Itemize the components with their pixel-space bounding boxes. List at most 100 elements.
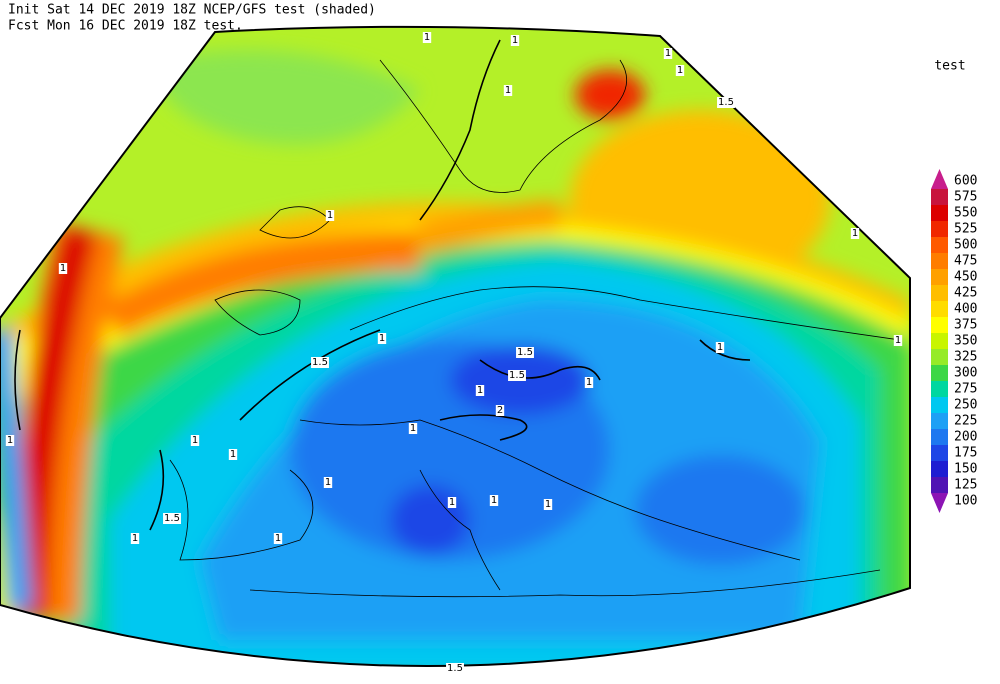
- legend-label: 550: [954, 206, 977, 221]
- contour-label-box: [893, 335, 903, 346]
- legend-label: 275: [954, 382, 977, 397]
- contour-label-box: [503, 85, 513, 96]
- contour-label-box: [510, 35, 520, 46]
- legend-swatch: [931, 445, 948, 461]
- legend-swatch: [931, 221, 948, 237]
- contour-label-box: [715, 342, 725, 353]
- contour-label: 1: [230, 449, 236, 460]
- legend-label: 500: [954, 238, 977, 253]
- legend-label: 450: [954, 270, 977, 285]
- legend-swatch: [931, 317, 948, 333]
- contour-label-box: [5, 435, 15, 446]
- contour-label-box: [850, 228, 860, 239]
- contour-label-box: [408, 423, 418, 434]
- legend-label: 250: [954, 398, 977, 413]
- contour-label-box: [228, 449, 238, 460]
- contour-label: 1: [545, 499, 551, 510]
- contour-label-box: [422, 32, 432, 43]
- contour-label-box: [58, 263, 68, 274]
- legend-label: 575: [954, 190, 977, 205]
- legend-swatch: [931, 429, 948, 445]
- contour-label: 1: [677, 65, 683, 76]
- contour-label: 1: [477, 385, 483, 396]
- contour-label: 1: [505, 85, 511, 96]
- contour-label-box: [663, 48, 673, 59]
- legend-swatch: [931, 365, 948, 381]
- legend-swatch: [931, 477, 948, 493]
- legend-label: 125: [954, 478, 977, 493]
- legend-label: 150: [954, 462, 977, 477]
- contour-label-box: [516, 347, 534, 358]
- contour-label-box: [377, 333, 387, 344]
- contour-label: 1: [325, 477, 331, 488]
- contour-labels: 1 1 1 1 1 1.5 1 1 1 1 1 1.5 1 1.5 1.5 1 …: [5, 32, 903, 674]
- contour-label: 1.5: [517, 347, 533, 358]
- legend-label: 325: [954, 350, 977, 365]
- legend: 6005755505255004754504254003753503253002…: [931, 169, 977, 513]
- contour-label: 1.5: [718, 97, 734, 108]
- contour-label-box: [584, 377, 594, 388]
- contour-label-box: [489, 495, 499, 506]
- shaded-field: [0, 26, 910, 667]
- contour-label: 1: [60, 263, 66, 274]
- contour-label-box: [495, 405, 505, 416]
- legend-swatch: [931, 397, 948, 413]
- contour-label-box: [190, 435, 200, 446]
- contour-label: 1: [7, 435, 13, 446]
- legend-label: 225: [954, 414, 977, 429]
- legend-label: 425: [954, 286, 977, 301]
- contour-label: 1: [512, 35, 518, 46]
- contour-label-box: [508, 370, 526, 381]
- contour-label: 1.5: [312, 357, 328, 368]
- contour-label: 1.5: [509, 370, 525, 381]
- contour-label: 1: [132, 533, 138, 544]
- legend-swatch: [931, 301, 948, 317]
- legend-title: test: [934, 59, 965, 74]
- legend-swatch: [931, 237, 948, 253]
- legend-swatch: [931, 285, 948, 301]
- legend-label: 300: [954, 366, 977, 381]
- legend-label: 525: [954, 222, 977, 237]
- contour-label-box: [325, 210, 335, 221]
- contour-label-box: [675, 65, 685, 76]
- contour-label: 1: [449, 497, 455, 508]
- legend-swatch: [931, 253, 948, 269]
- legend-label: 375: [954, 318, 977, 333]
- contour-label: 1: [192, 435, 198, 446]
- legend-swatch: [931, 349, 948, 365]
- contour-label-box: [130, 533, 140, 544]
- legend-label: 350: [954, 334, 977, 349]
- header-fcst: Fcst Mon 16 DEC 2019 18Z test.: [8, 19, 243, 34]
- contour-label-box: [273, 533, 283, 544]
- contour-label: 1: [586, 377, 592, 388]
- contour-label: 1: [665, 48, 671, 59]
- legend-swatch: [931, 189, 948, 205]
- contour-label: 2: [497, 405, 503, 416]
- contour-label: 1: [424, 32, 430, 43]
- legend-label: 100: [954, 494, 977, 509]
- contour-label: 1: [895, 335, 901, 346]
- contour-label: 1: [410, 423, 416, 434]
- legend-arrow: [931, 493, 948, 513]
- contour-label: 1: [275, 533, 281, 544]
- contour-label: 1: [852, 228, 858, 239]
- legend-swatch: [931, 461, 948, 477]
- legend-swatch: [931, 269, 948, 285]
- contour-label-box: [475, 385, 485, 396]
- legend-label: 175: [954, 446, 977, 461]
- contour-label: 1.5: [447, 663, 463, 674]
- header-init: Init Sat 14 DEC 2019 18Z NCEP/GFS test (…: [8, 3, 376, 18]
- map-border: [0, 25, 911, 667]
- contour-label: 1: [327, 210, 333, 221]
- legend-label: 400: [954, 302, 977, 317]
- legend-label: 200: [954, 430, 977, 445]
- legend-label: 475: [954, 254, 977, 269]
- contour-label-box: [447, 497, 457, 508]
- contour-label: 1: [491, 495, 497, 506]
- contour-label-box: [717, 97, 735, 108]
- legend-swatch: [931, 205, 948, 221]
- legend-swatch: [931, 381, 948, 397]
- contour-label-box: [446, 663, 464, 674]
- contour-label-box: [323, 477, 333, 488]
